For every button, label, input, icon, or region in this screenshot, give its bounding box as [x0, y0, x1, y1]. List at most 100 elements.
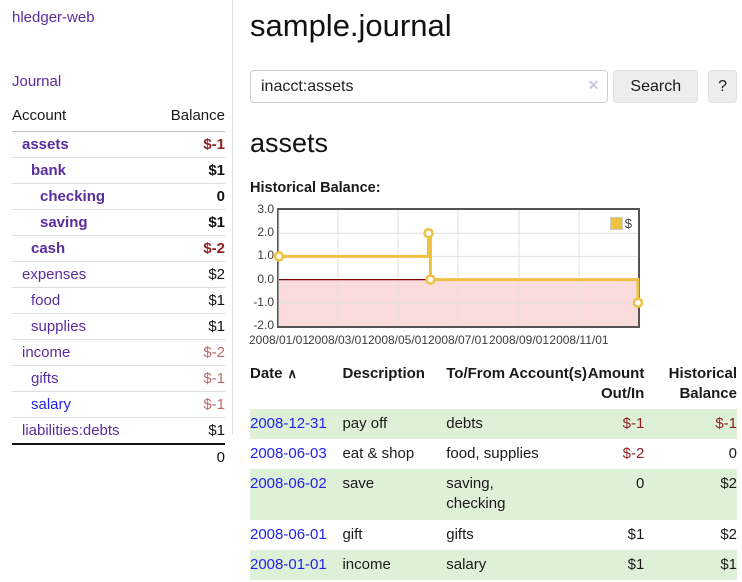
transaction-description: eat & shop	[342, 444, 415, 462]
transaction-description: gift	[342, 525, 363, 543]
account-link-bank[interactable]: bank	[31, 162, 67, 179]
transaction-amount: $1	[627, 555, 645, 573]
account-page-title: assets	[250, 128, 329, 158]
accounts-total-row: 0	[12, 443, 225, 470]
search-bar: ✕ Search ?	[250, 70, 737, 103]
account-balance: $-1	[153, 391, 225, 418]
transactions-header-row: Date ∧ Description To/From Account(s) Amo…	[250, 360, 737, 409]
transactions-table: Date ∧ Description To/From Account(s) Amo…	[250, 360, 737, 580]
transaction-balance: $2	[720, 475, 737, 492]
transaction-row: 2008-12-31 pay off debts $-1 $-1	[250, 408, 737, 439]
account-link-liabilities-debts[interactable]: liabilities:debts	[22, 422, 120, 439]
account-link-food[interactable]: food	[31, 292, 61, 309]
account-column-header: Account	[12, 105, 154, 132]
y-axis-label: 3.0	[257, 202, 274, 216]
account-link-cash[interactable]: cash	[31, 240, 66, 257]
account-balance: $1	[153, 417, 225, 445]
account-row-food: food $1	[12, 287, 225, 314]
sort-ascending-icon: ∧	[287, 366, 298, 381]
x-axis-label: 2008/07/01	[427, 333, 489, 347]
transaction-date-link[interactable]: 2008-06-01	[250, 525, 327, 543]
transaction-description: pay off	[342, 414, 388, 432]
data-point-marker	[423, 227, 434, 239]
account-link-assets[interactable]: assets	[22, 136, 69, 153]
page-title: sample.journal	[250, 8, 452, 43]
account-balance: $-2	[153, 339, 225, 366]
account-link-checking[interactable]: checking	[40, 188, 106, 205]
transaction-accounts: gifts	[446, 525, 474, 543]
accounts-column-header: To/From Account(s)	[446, 365, 588, 382]
legend-label: $	[624, 216, 632, 231]
transaction-accounts: debts	[446, 414, 483, 432]
y-axis-label: -1.0	[253, 294, 274, 309]
balance-chart: 3.0 2.0 1.0 0.0 -1.0 -2.0 $ 2008/01/01 2008/03…	[248, 202, 680, 347]
clear-search-icon[interactable]: ✕	[587, 77, 600, 93]
account-link-gifts[interactable]: gifts	[31, 370, 59, 387]
account-row-cash: cash $-2	[12, 235, 225, 262]
account-row-assets: assets $-1	[12, 131, 225, 158]
balance-column-header: Balance	[153, 105, 225, 132]
x-axis-label: 2008/09/01	[488, 333, 550, 347]
transaction-accounts: salary	[446, 555, 487, 573]
account-tree: Account Balance assets $-1 bank $1 check…	[12, 105, 225, 470]
x-axis-label: 2008/01/01	[248, 333, 310, 347]
account-link-saving[interactable]: saving	[40, 214, 88, 231]
account-link-supplies[interactable]: supplies	[31, 318, 87, 335]
balance-column-header: Historical Balance	[668, 365, 737, 403]
transaction-date-link[interactable]: 2008-12-31	[250, 414, 327, 432]
transaction-date-link[interactable]: 2008-06-03	[250, 444, 327, 462]
account-balance: $-2	[153, 235, 225, 262]
transaction-row: 2008-06-03 eat & shop food, supplies $-2…	[250, 439, 737, 469]
account-balance: $-1	[153, 131, 225, 158]
account-balance: $-1	[153, 365, 225, 392]
account-link-salary[interactable]: salary	[31, 396, 72, 413]
account-row-expenses: expenses $2	[12, 261, 225, 288]
y-axis-label: 1.0	[257, 248, 274, 263]
date-column-header[interactable]: Date ∧	[250, 365, 298, 382]
account-balance: $1	[153, 157, 225, 184]
chart-legend: $	[608, 215, 633, 232]
transaction-balance: $-1	[715, 414, 737, 432]
transaction-row: 2008-06-02 save saving, checking 0 $2	[250, 469, 737, 520]
account-row-salary: salary $-1	[12, 391, 225, 418]
y-axis-label: 2.0	[257, 225, 274, 240]
account-balance: $1	[153, 313, 225, 340]
account-row-supplies: supplies $1	[12, 313, 225, 340]
chart-title: Historical Balance:	[250, 180, 381, 196]
transaction-row: 2008-06-01 gift gifts $1 $2	[250, 520, 737, 550]
transaction-amount: $1	[627, 525, 645, 543]
account-row-bank: bank $1	[12, 157, 225, 184]
amount-column-header: Amount Out/In	[587, 365, 645, 403]
chart-plot-area: $	[273, 208, 644, 328]
transaction-amount: 0	[636, 475, 645, 492]
app-brand-link[interactable]: hledger-web	[12, 9, 95, 26]
account-row-liabilities-debts: liabilities:debts $1	[12, 417, 225, 445]
x-axis-label: 2008/03/01	[307, 333, 369, 347]
search-button[interactable]: Search	[613, 70, 699, 103]
legend-swatch-icon	[609, 217, 623, 230]
help-button[interactable]: ?	[708, 70, 737, 103]
account-balance: $2	[153, 261, 225, 288]
account-link-income[interactable]: income	[22, 344, 71, 361]
y-axis-label: 0.0	[257, 271, 274, 286]
chart-canvas	[273, 210, 644, 326]
account-link-expenses[interactable]: expenses	[22, 266, 87, 283]
transaction-amount: $-1	[622, 414, 645, 432]
data-point-marker	[425, 274, 436, 285]
x-axis-label: 2008/05/01	[367, 333, 429, 347]
account-row-income: income $-2	[12, 339, 225, 366]
account-row-checking: checking 0	[12, 183, 225, 210]
search-input[interactable]	[250, 70, 609, 103]
data-point-marker	[273, 251, 285, 262]
sidebar-item-journal[interactable]: Journal	[12, 73, 62, 90]
account-row-saving: saving $1	[12, 209, 225, 236]
transaction-row: 2008-01-01 income salary $1 $1	[250, 549, 737, 580]
main-content: sample.journal ✕ Search ? assets Histori…	[248, 0, 737, 580]
account-balance: $1	[153, 209, 225, 236]
transaction-amount: $-2	[622, 444, 645, 462]
transaction-date-link[interactable]: 2008-01-01	[250, 555, 327, 573]
transaction-balance: $1	[720, 555, 737, 573]
transaction-date-link[interactable]: 2008-06-02	[250, 475, 327, 492]
search-box: ✕	[250, 70, 609, 103]
transaction-accounts: saving, checking	[446, 475, 506, 513]
